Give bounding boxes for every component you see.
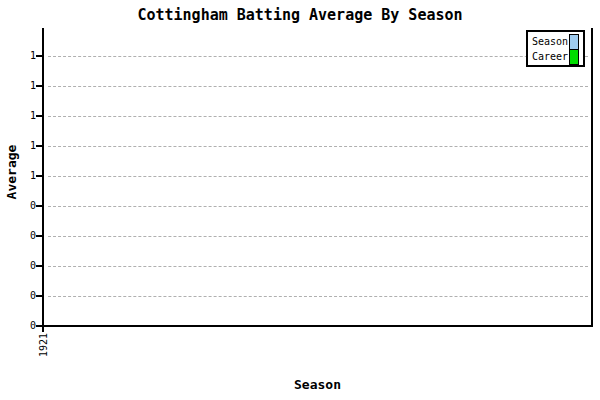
horizontal-gridline (48, 86, 588, 87)
legend-color-swatch (569, 34, 579, 50)
x-axis-line (42, 325, 593, 327)
horizontal-gridline (48, 236, 588, 237)
horizontal-gridline (48, 176, 588, 177)
legend-item-label: Career (532, 51, 568, 62)
horizontal-gridline (48, 266, 588, 267)
y-axis-tick-label: 0 (12, 291, 36, 301)
legend-item-label: Season (532, 36, 568, 47)
y-axis-line (42, 28, 44, 327)
horizontal-gridline (48, 56, 588, 57)
legend-color-swatch (569, 49, 579, 65)
horizontal-gridline (48, 116, 588, 117)
chart-canvas: Cottingham Batting Average By Season Ave… (0, 0, 600, 400)
horizontal-gridline (48, 146, 588, 147)
y-axis-tick-label: 1 (12, 81, 36, 91)
x-axis-tick (42, 327, 44, 332)
y-axis-tick-label: 0 (12, 231, 36, 241)
y-axis-tick-label: 1 (12, 141, 36, 151)
x-axis-label: Season (0, 377, 600, 392)
y-axis-tick-label: 1 (12, 171, 36, 181)
legend-item: Career (532, 49, 579, 64)
plot-right-border (591, 28, 593, 327)
y-axis-tick-label: 0 (12, 201, 36, 211)
y-axis-tick-label: 1 (12, 51, 36, 61)
y-axis-tick-label: 0 (12, 321, 36, 331)
horizontal-gridline (48, 206, 588, 207)
x-category-label: 1921 (38, 333, 49, 357)
y-axis-tick-label: 0 (12, 261, 36, 271)
chart-legend: Season Career (526, 30, 585, 67)
y-axis-tick-label: 1 (12, 111, 36, 121)
legend-item: Season (532, 34, 579, 49)
horizontal-gridline (48, 296, 588, 297)
chart-title: Cottingham Batting Average By Season (0, 6, 600, 24)
